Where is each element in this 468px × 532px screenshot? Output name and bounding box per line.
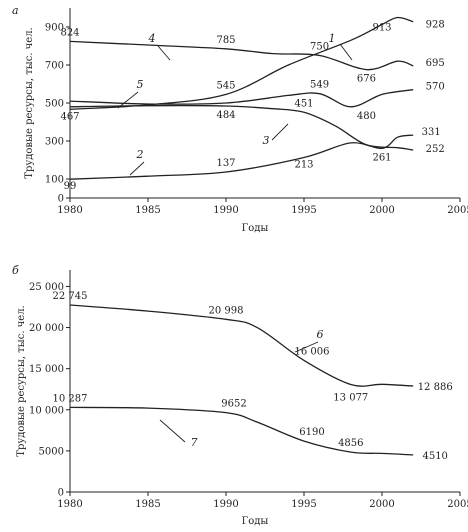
leader-line <box>129 161 145 176</box>
data-label: 331 <box>422 127 441 138</box>
data-label: 451 <box>294 98 313 109</box>
series-line-3 <box>69 104 414 151</box>
data-label: 20 998 <box>209 305 244 316</box>
leader-line <box>157 45 171 61</box>
y-tick-label: 0 <box>58 488 64 499</box>
x-tick-label: 1990 <box>213 499 238 510</box>
data-label: 676 <box>357 74 376 85</box>
series-id-label: 4 <box>148 32 156 45</box>
y-tick-label: 5000 <box>39 446 64 457</box>
data-label: 545 <box>216 80 235 91</box>
data-label: 484 <box>216 110 235 121</box>
leader-line <box>294 341 319 353</box>
series-line-2 <box>69 134 414 180</box>
series-id-label: 7 <box>191 436 198 449</box>
y-tick-label: 900 <box>45 23 64 34</box>
x-tick-label: 1990 <box>213 205 238 216</box>
data-label: 467 <box>60 111 79 122</box>
series-line-6 <box>69 304 414 387</box>
leader-line <box>117 91 139 109</box>
series-id-label: 5 <box>137 78 144 91</box>
data-label: 137 <box>216 158 235 169</box>
series-line-1 <box>69 16 414 110</box>
y-tick-label: 500 <box>45 99 64 110</box>
series-id-label: 6 <box>317 328 324 341</box>
leader-line <box>339 43 353 61</box>
data-label: 913 <box>372 23 391 34</box>
x-tick-label: 2000 <box>369 205 394 216</box>
y-tick-label: 0 <box>58 194 64 205</box>
x-tick-label: 2000 <box>369 499 394 510</box>
x-axis-label: Годы <box>242 223 269 234</box>
x-tick-label: 1980 <box>57 205 82 216</box>
data-label: 4510 <box>422 451 447 462</box>
y-axis-label: Трудовые ресурсы, тыс. чел. <box>16 305 27 456</box>
series-line-4 <box>69 40 414 71</box>
data-label: 6190 <box>299 427 324 438</box>
panel-letter: б <box>12 264 19 277</box>
y-axis-label: Трудовые ресурсы, тыс. чел. <box>24 27 35 178</box>
series-id-label: 2 <box>136 148 144 161</box>
x-tick-label: 1985 <box>135 205 160 216</box>
data-label: 824 <box>60 27 79 38</box>
x-tick-label: 1985 <box>135 499 160 510</box>
y-tick-label: 15 000 <box>29 364 64 375</box>
data-label: 480 <box>357 111 376 122</box>
series-id-label: 1 <box>329 32 336 45</box>
data-label: 13 077 <box>333 392 368 403</box>
y-tick-label: 10 000 <box>29 405 64 416</box>
y-tick-label: 300 <box>45 137 64 148</box>
data-label: 261 <box>372 152 391 163</box>
x-tick-label: 1995 <box>291 499 316 510</box>
y-tick-label: 20 000 <box>29 323 64 334</box>
data-label: 695 <box>426 58 445 69</box>
data-label: 252 <box>426 144 445 155</box>
data-label: 16 006 <box>295 346 330 357</box>
data-label: 928 <box>426 20 445 31</box>
y-tick-label: 25 000 <box>29 282 64 293</box>
data-label: 99 <box>64 181 77 192</box>
y-tick-label: 700 <box>45 61 64 72</box>
data-label: 4856 <box>338 438 363 449</box>
leader-line <box>159 419 186 443</box>
data-label: 549 <box>310 80 329 91</box>
series-line-7 <box>69 406 414 456</box>
data-label: 9652 <box>221 399 246 410</box>
x-tick-label: 1980 <box>57 499 82 510</box>
data-label: 12 886 <box>418 382 453 393</box>
x-tick-label: 2005 <box>447 205 468 216</box>
data-label: 22 745 <box>53 291 88 302</box>
series-line-5 <box>69 89 414 108</box>
data-label: 570 <box>426 82 445 93</box>
data-label: 750 <box>310 42 329 53</box>
x-tick-label: 2005 <box>447 499 468 510</box>
y-tick-label: 100 <box>45 175 64 186</box>
x-tick-label: 1995 <box>291 205 316 216</box>
data-label: 10 287 <box>53 393 88 404</box>
data-label: 213 <box>294 160 313 171</box>
panel-letter: а <box>12 4 19 17</box>
series-id-label: 3 <box>263 134 270 147</box>
data-label: 785 <box>216 35 235 46</box>
leader-line <box>271 123 289 141</box>
x-axis-label: Годы <box>242 516 269 527</box>
